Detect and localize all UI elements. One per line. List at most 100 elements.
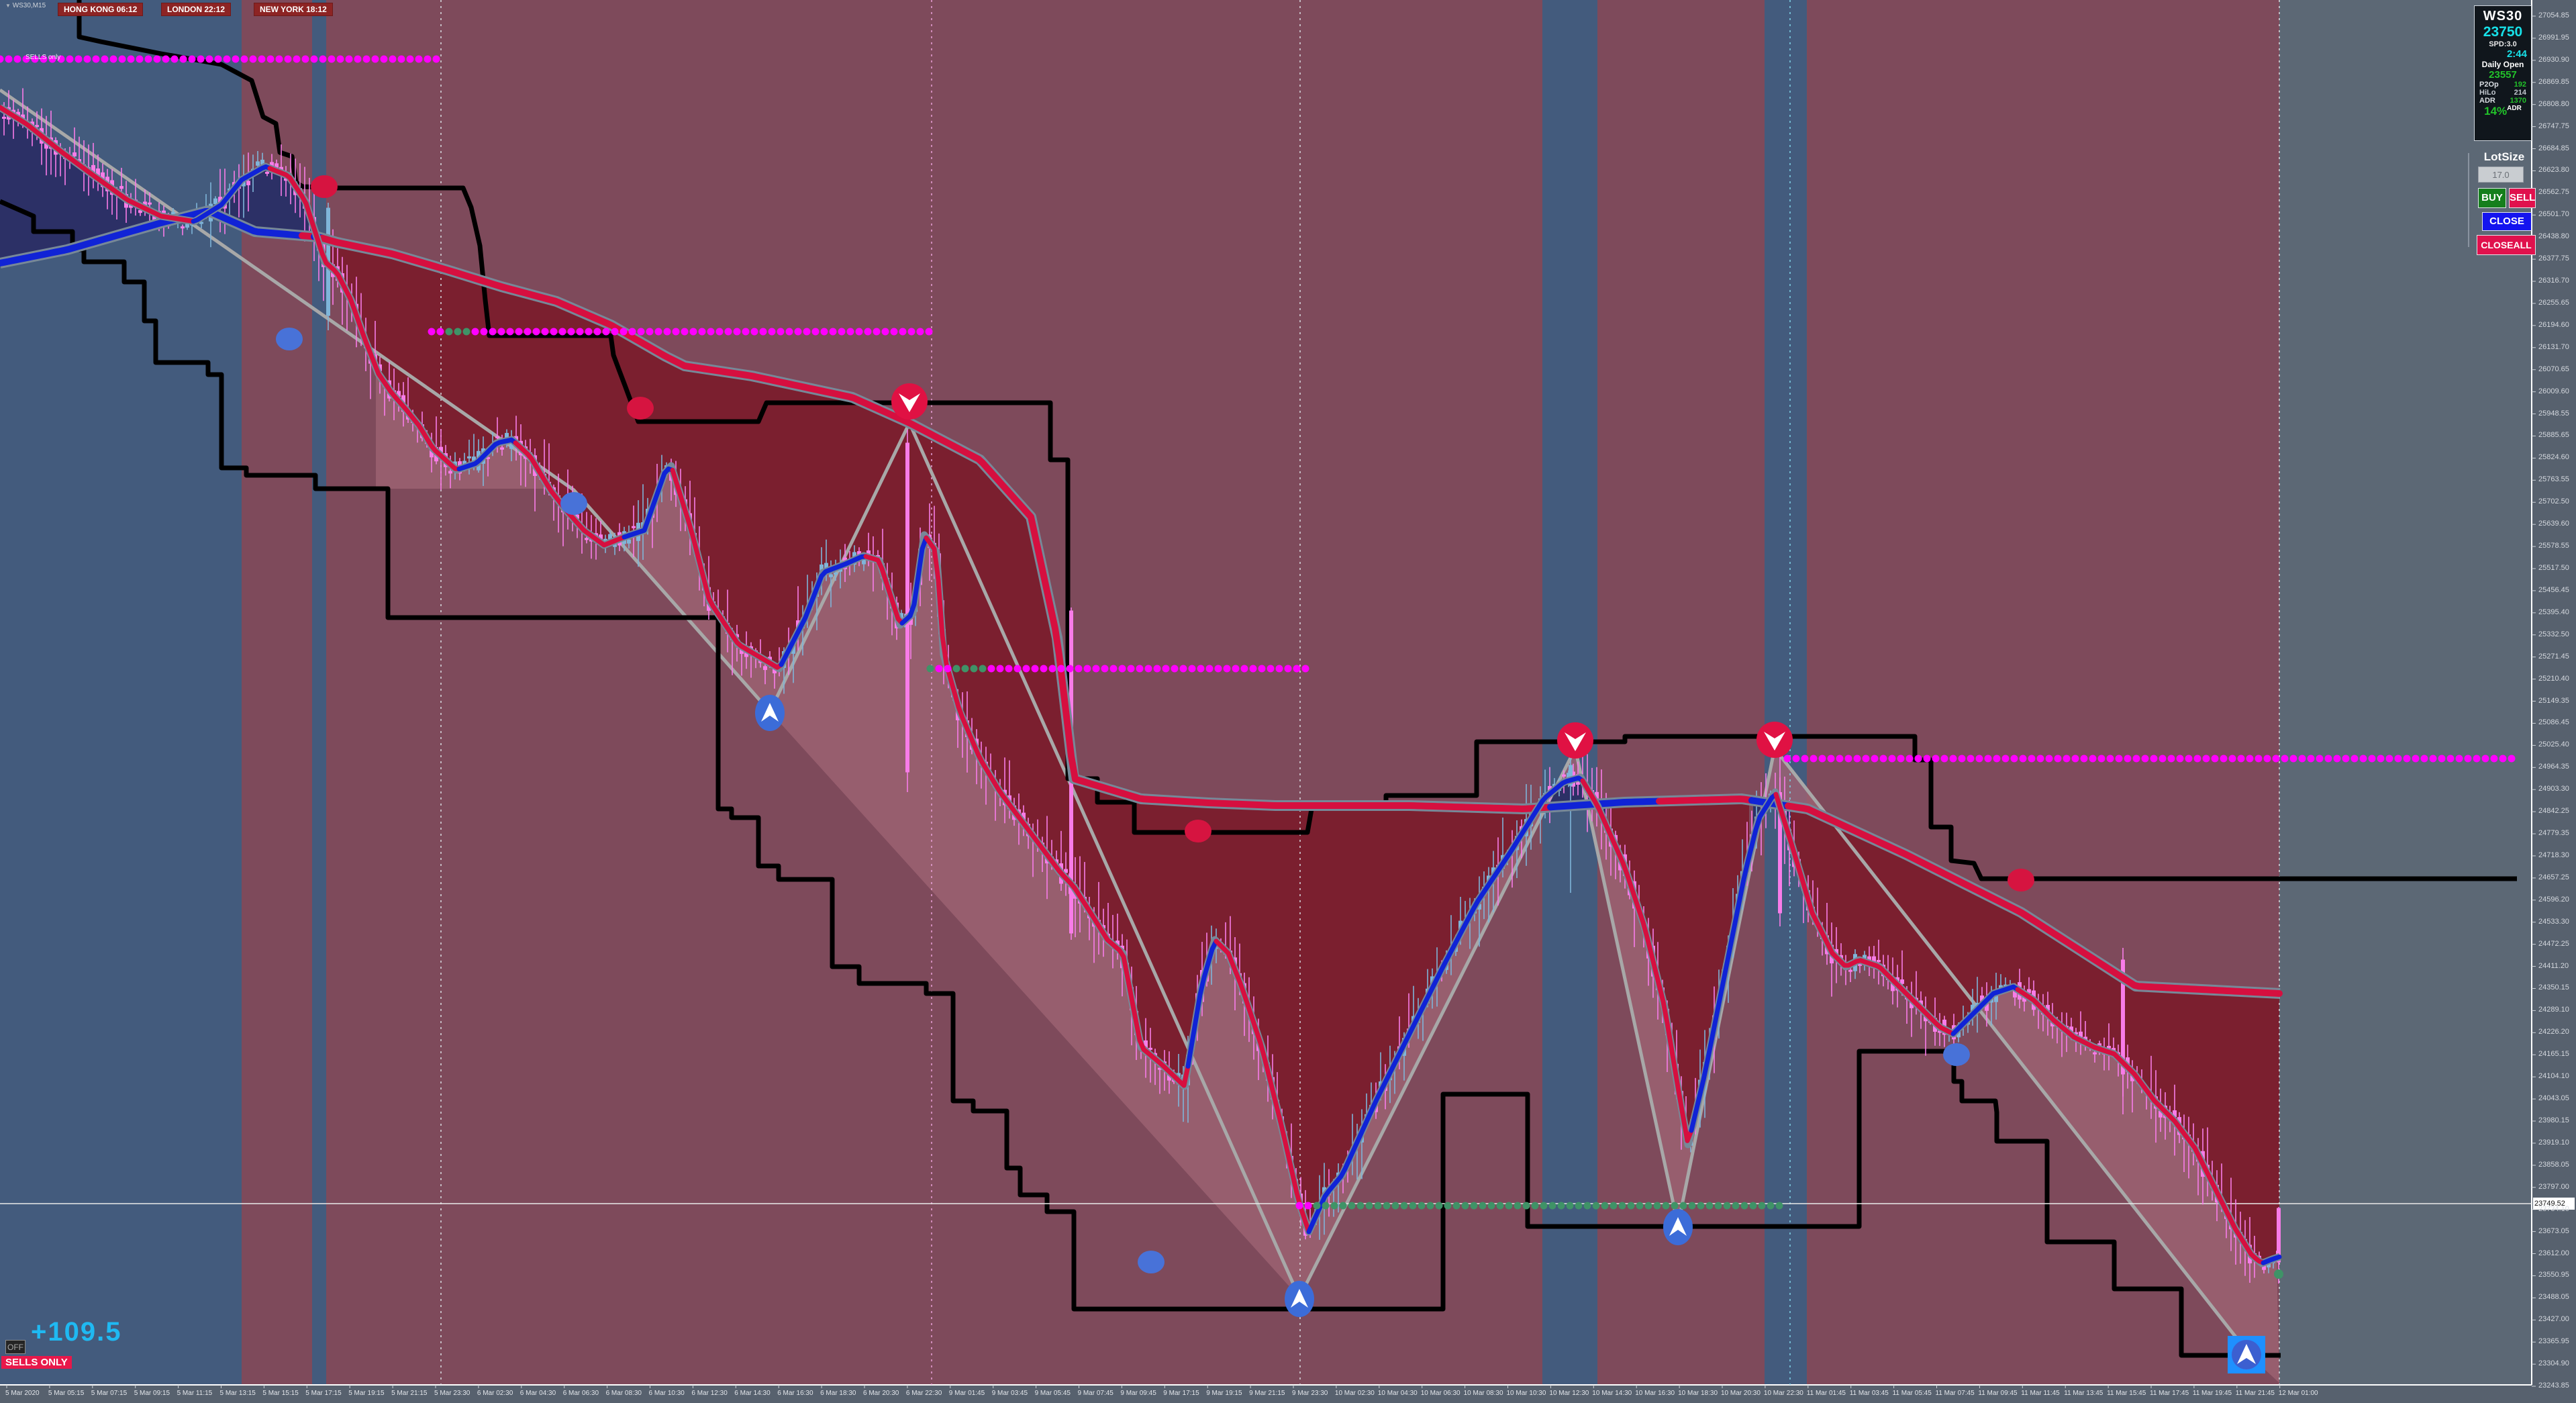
trade-level-dotted-line[interactable] [1214,665,1222,673]
trade-level-dotted-line[interactable] [136,55,144,63]
trade-level-dotted-line[interactable] [445,328,453,336]
trade-level-dotted-line[interactable] [57,55,65,63]
trade-level-dotted-line[interactable] [1801,755,1809,763]
trade-level-dotted-line[interactable] [838,328,846,336]
trade-level-dotted-line[interactable] [1905,755,1914,763]
trade-level-dotted-line[interactable] [907,328,915,336]
trade-level-dotted-line[interactable] [223,55,231,63]
trade-level-dotted-line[interactable] [785,328,793,336]
trade-level-dotted-line[interactable] [415,55,423,63]
trade-level-dotted-line[interactable] [1914,755,1922,763]
trade-level-dotted-line[interactable] [1827,755,1835,763]
trade-level-dotted-line[interactable] [2176,755,2184,763]
trade-level-dotted-line[interactable] [681,328,689,336]
trade-level-dotted-line[interactable] [1153,665,1161,673]
trade-level-dotted-line[interactable] [1662,1202,1670,1210]
trade-level-dotted-line[interactable] [1844,755,1852,763]
trade-level-dotted-line[interactable] [1714,1202,1722,1210]
trade-level-dotted-line[interactable] [489,328,497,336]
trade-level-dotted-line[interactable] [2429,755,2437,763]
trade-level-dotted-line[interactable] [2307,755,2315,763]
trade-level-dotted-line[interactable] [2228,755,2236,763]
trade-level-dotted-line[interactable] [1740,1202,1748,1210]
trade-level-dotted-line[interactable] [1644,1202,1652,1210]
trade-level-dotted-line[interactable] [1583,1202,1591,1210]
trade-level-dotted-line[interactable] [1461,1202,1469,1210]
trade-level-dotted-line[interactable] [214,55,222,63]
lot-size-input[interactable] [2478,166,2524,183]
trade-level-dotted-line[interactable] [1967,755,1975,763]
buy-button[interactable]: BUY [2478,188,2506,208]
trade-level-dotted-line[interactable] [1496,1202,1504,1210]
trade-level-dotted-line[interactable] [101,55,109,63]
trade-level-dotted-line[interactable] [2385,755,2393,763]
trade-level-dotted-line[interactable] [2097,755,2106,763]
chart-symbol-period[interactable]: ▼ WS30,M15 [5,2,46,9]
trade-level-dotted-line[interactable] [1391,1202,1399,1210]
trade-level-dotted-line[interactable] [428,328,436,336]
trade-level-dotted-line[interactable] [890,328,898,336]
trade-level-dotted-line[interactable] [926,665,934,673]
close-all-button[interactable]: CLOSEALL [2477,235,2536,255]
trade-level-dotted-line[interactable] [759,328,767,336]
trade-level-dotted-line[interactable] [1284,665,1292,673]
trade-level-dotted-line[interactable] [1267,665,1275,673]
trade-level-dotted-line[interactable] [406,55,414,63]
trade-level-dotted-line[interactable] [284,55,292,63]
trade-level-dotted-line[interactable] [75,55,83,63]
trade-level-dotted-line[interactable] [354,55,362,63]
trade-level-dotted-line[interactable] [1031,665,1039,673]
trade-level-dotted-line[interactable] [1313,1202,1321,1210]
trade-level-dotted-line[interactable] [22,55,30,63]
trade-level-dotted-line[interactable] [1022,665,1030,673]
trade-level-dotted-line[interactable] [2289,755,2297,763]
trade-level-dotted-line[interactable] [532,328,540,336]
trade-level-dotted-line[interactable] [1479,1202,1487,1210]
trade-level-dotted-line[interactable] [1984,755,1992,763]
trade-level-dotted-line[interactable] [2464,755,2472,763]
trade-level-dotted-line[interactable] [2132,755,2140,763]
trade-level-dotted-line[interactable] [506,328,514,336]
trade-level-dotted-line[interactable] [188,55,196,63]
trade-level-dotted-line[interactable] [1775,1202,1783,1210]
trade-level-dotted-line[interactable] [1671,1202,1679,1210]
trade-level-dotted-line[interactable] [1897,755,1905,763]
trade-level-dotted-line[interactable] [197,55,205,63]
trade-level-dotted-line[interactable] [1452,1202,1460,1210]
trade-level-dotted-line[interactable] [515,328,523,336]
trade-level-dotted-line[interactable] [480,328,488,336]
trade-level-dotted-line[interactable] [1923,755,1931,763]
trade-level-dotted-line[interactable] [829,328,837,336]
trade-level-dotted-line[interactable] [1275,665,1283,673]
trade-level-dotted-line[interactable] [724,328,732,336]
trade-level-dotted-line[interactable] [1723,1202,1731,1210]
trade-level-dotted-line[interactable] [1356,1202,1365,1210]
trade-level-dotted-line[interactable] [1040,665,1048,673]
trade-level-dotted-line[interactable] [1205,665,1213,673]
trade-level-dotted-line[interactable] [987,665,995,673]
trade-level-dotted-line[interactable] [1575,1202,1583,1210]
trade-level-dotted-line[interactable] [1566,1202,1574,1210]
trade-level-dotted-line[interactable] [1853,755,1861,763]
trade-level-dotted-line[interactable] [1749,1202,1757,1210]
trade-level-dotted-line[interactable] [205,55,213,63]
trade-level-dotted-line[interactable] [2036,755,2044,763]
trade-level-dotted-line[interactable] [637,328,645,336]
trade-level-dotted-line[interactable] [2028,755,2036,763]
trade-level-dotted-line[interactable] [558,328,566,336]
trade-level-dotted-line[interactable] [0,55,4,63]
trade-level-dotted-line[interactable] [1083,665,1091,673]
trade-level-dotted-line[interactable] [979,665,987,673]
trade-level-dotted-line[interactable] [620,328,628,336]
trade-level-dotted-line[interactable] [1993,755,2001,763]
trade-level-dotted-line[interactable] [1374,1202,1382,1210]
trade-level-dotted-line[interactable] [2350,755,2359,763]
trade-level-dotted-line[interactable] [436,328,444,336]
trade-level-dotted-line[interactable] [497,328,505,336]
trade-level-dotted-line[interactable] [2473,755,2481,763]
trade-level-dotted-line[interactable] [1958,755,1966,763]
trade-level-dotted-line[interactable] [1101,665,1109,673]
trade-level-dotted-line[interactable] [1627,1202,1635,1210]
trade-level-dotted-line[interactable] [109,55,117,63]
trade-level-dotted-line[interactable] [1767,1202,1775,1210]
